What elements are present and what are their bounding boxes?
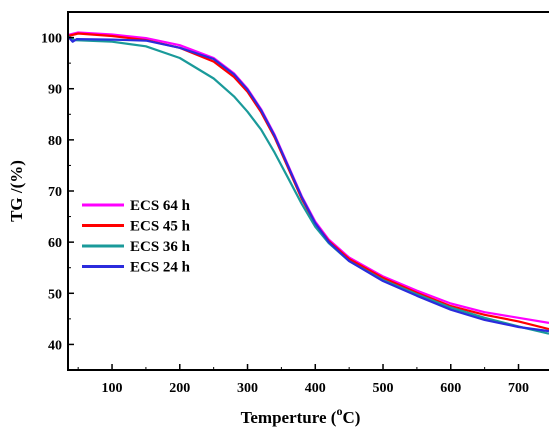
- legend-label: ECS 24 h: [130, 260, 191, 276]
- x-tick-label: 400: [305, 381, 326, 396]
- y-tick-label: 50: [48, 287, 62, 302]
- x-axis-title-main: Temperture (: [241, 408, 337, 427]
- x-tick-label: 200: [169, 381, 190, 396]
- y-axis-ticks: 40 50 60 70 80 90 100: [41, 11, 74, 353]
- x-tick-label: 300: [237, 381, 258, 396]
- y-axis-title: TG /(%): [7, 160, 26, 222]
- x-tick-label: 600: [440, 381, 461, 396]
- x-tick-label: 100: [102, 381, 123, 396]
- series-line: [67, 32, 549, 331]
- x-axis-title-sup: o: [336, 404, 342, 418]
- y-tick-label: 60: [48, 236, 62, 251]
- y-tick-label: 90: [48, 83, 62, 98]
- y-tick-label: 70: [48, 185, 62, 200]
- series-line: [67, 31, 549, 324]
- y-tick-label: 100: [41, 32, 62, 47]
- x-tick-label: 500: [373, 381, 394, 396]
- x-tick-label: 700: [508, 381, 529, 396]
- y-tick-label: 80: [48, 134, 62, 149]
- legend-label: ECS 45 h: [130, 219, 191, 235]
- legend-label: ECS 64 h: [130, 198, 191, 214]
- plot-lines: [67, 31, 549, 335]
- y-tick-label: 40: [48, 338, 62, 353]
- x-axis-title: Temperture (oC): [241, 404, 361, 427]
- legend: ECS 64 h ECS 45 h ECS 36 h ECS 24 h: [82, 198, 191, 276]
- x-axis-ticks: 100 200 300 400 500 600 700: [77, 364, 529, 396]
- series-line: [67, 35, 549, 333]
- series-line: [67, 35, 549, 335]
- legend-label: ECS 36 h: [130, 239, 191, 255]
- x-axis-title-end: C): [342, 408, 360, 427]
